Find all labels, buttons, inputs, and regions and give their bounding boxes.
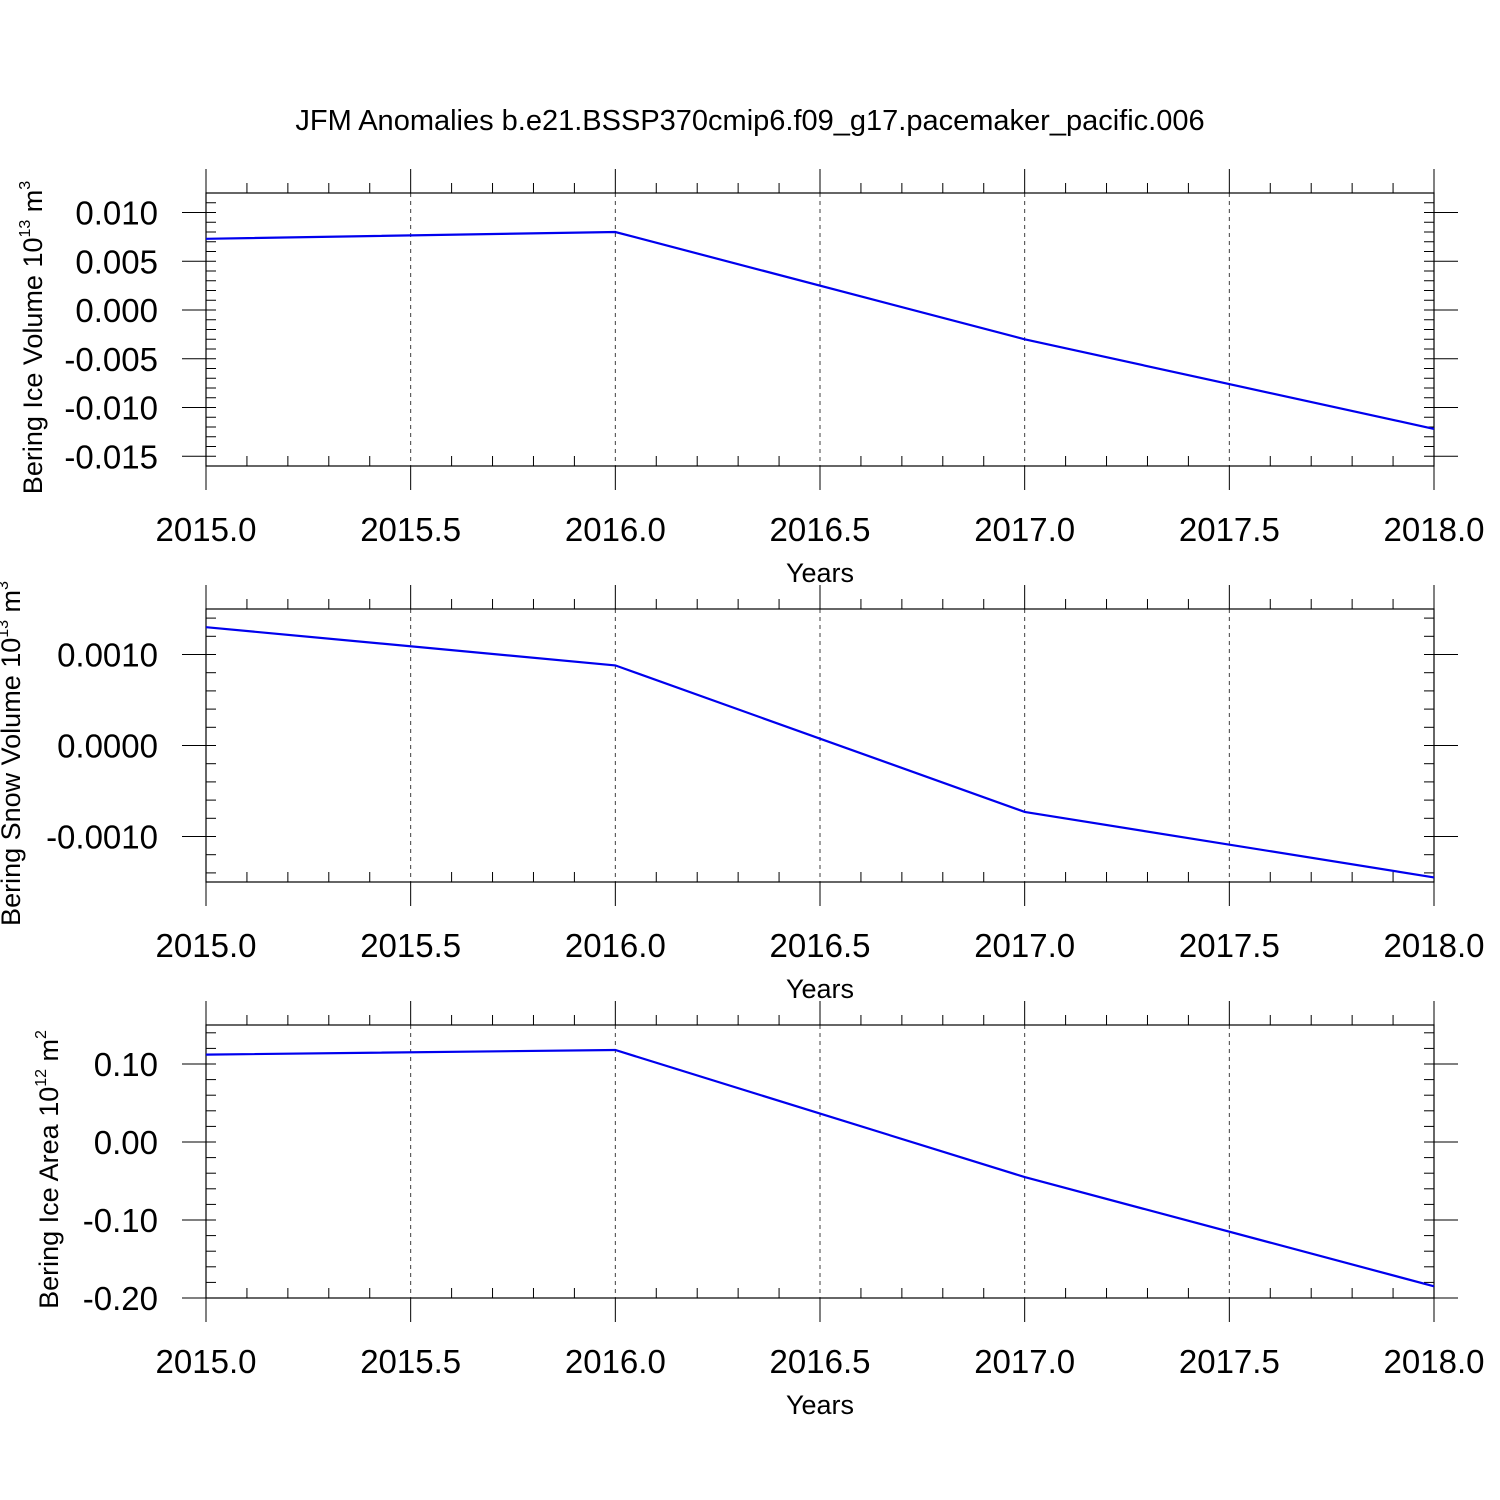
x-tick-label: 2016.5: [770, 1343, 871, 1380]
y-axis-label-unit-exponent: 3: [17, 181, 34, 190]
x-tick-label: 2017.5: [1179, 1343, 1280, 1380]
ice-volume-panel: 2015.0 2015.5 2016.0 2016.5 2017.0 2017.5 2018…: [17, 169, 1484, 588]
snow-volume-panel: 2015.0 2015.5 2016.0 2016.5 2017.0 2017.5 2018…: [0, 581, 1484, 1004]
y-axis-label-exponent: 13: [0, 620, 12, 638]
x-tick-label: 2015.0: [156, 511, 257, 548]
y-axis-label-unit: m: [0, 590, 26, 620]
x-tick-label: 2016.0: [565, 1343, 666, 1380]
x-tick-label: 2015.0: [156, 1343, 257, 1380]
y-tick-label: 0.000: [75, 292, 158, 329]
series-line: [205, 230, 1435, 430]
x-tick-label: 2016.0: [565, 927, 666, 964]
y-axis-label-text: Bering Snow Volume 10: [0, 638, 26, 926]
figure-title: JFM Anomalies b.e21.BSSP370cmip6.f09_g17…: [295, 105, 1204, 137]
y-axis-label-unit: m: [18, 190, 48, 220]
y-axis-label-text: Bering Ice Area 10: [34, 1087, 64, 1309]
y-tick-label: 0.0000: [57, 728, 158, 765]
series-line: [205, 1048, 1435, 1288]
x-tick-label: 2015.5: [360, 1343, 461, 1380]
x-axis-label: Years: [786, 558, 854, 588]
x-tick-label: 2017.0: [974, 511, 1075, 548]
y-axis-label-text: Bering Ice Volume 10: [18, 238, 48, 495]
x-tick-label: 2015.5: [360, 927, 461, 964]
y-tick-label: 0.10: [94, 1046, 158, 1083]
y-tick-label: 0.010: [75, 195, 158, 232]
series-line: [205, 626, 1435, 879]
y-axis-label-unit-exponent: 3: [0, 581, 12, 590]
y-axis-label-unit: m: [34, 1039, 64, 1069]
y-axis-label: Bering Snow Volume 1013 m3: [0, 581, 26, 926]
y-tick-label: -0.0010: [46, 819, 158, 856]
y-tick-label: 0.005: [75, 243, 158, 280]
ice-area-panel: 2015.0 2015.5 2016.0 2016.5 2017.0 2017.5 2018…: [33, 1001, 1484, 1420]
y-axis-label: Bering Ice Area 1012 m2: [33, 1030, 64, 1309]
y-tick-label: -0.20: [83, 1280, 158, 1317]
y-tick-label: -0.005: [64, 341, 158, 378]
y-axis-label-exponent: 12: [33, 1069, 50, 1087]
x-axis-label: Years: [786, 974, 854, 1004]
x-tick-label: 2017.5: [1179, 927, 1280, 964]
x-tick-label: 2015.0: [156, 927, 257, 964]
y-tick-label: -0.010: [64, 390, 158, 427]
y-axis-label: Bering Ice Volume 1013 m3: [17, 181, 48, 494]
y-tick-label: 0.0010: [57, 637, 158, 674]
y-tick-label: -0.10: [83, 1202, 158, 1239]
x-tick-label: 2016.5: [770, 511, 871, 548]
x-tick-label: 2015.5: [360, 511, 461, 548]
x-tick-label: 2016.5: [770, 927, 871, 964]
y-tick-label: -0.015: [64, 438, 158, 475]
x-tick-label: 2017.0: [974, 1343, 1075, 1380]
x-tick-label: 2017.5: [1179, 511, 1280, 548]
y-tick-label: 0.00: [94, 1124, 158, 1161]
x-tick-label: 2018.0: [1384, 1343, 1485, 1380]
y-axis-label-unit-exponent: 2: [33, 1030, 50, 1039]
x-tick-label: 2016.0: [565, 511, 666, 548]
x-tick-label: 2018.0: [1384, 511, 1485, 548]
x-tick-label: 2018.0: [1384, 927, 1485, 964]
y-axis-label-exponent: 13: [17, 220, 34, 238]
x-axis-label: Years: [786, 1390, 854, 1420]
x-tick-label: 2017.0: [974, 927, 1075, 964]
